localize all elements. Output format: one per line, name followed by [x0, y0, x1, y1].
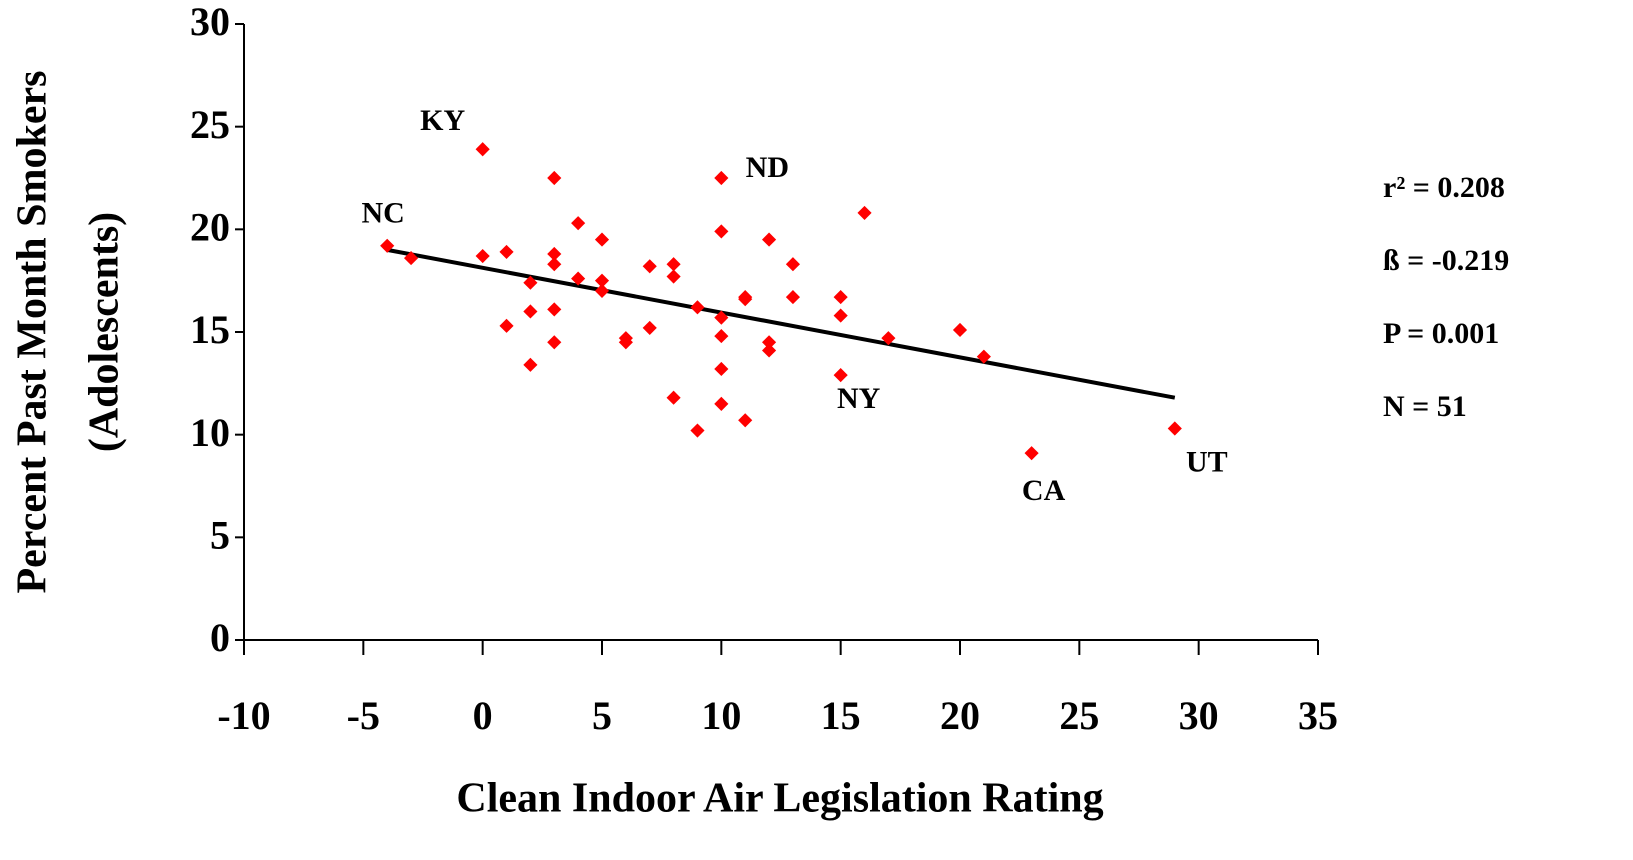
- point: [833, 308, 848, 323]
- point: [952, 322, 968, 338]
- y-tick-label: 0: [210, 615, 230, 660]
- point: [594, 273, 610, 288]
- point: [714, 310, 729, 325]
- x-tick-label: 20: [940, 693, 980, 738]
- point: [523, 357, 538, 372]
- point: [523, 304, 538, 319]
- point: [547, 302, 562, 317]
- point: [594, 283, 610, 299]
- point: [571, 271, 586, 286]
- point-label: UT: [1186, 445, 1228, 478]
- trend-line: [386, 247, 1176, 400]
- point: [642, 320, 657, 335]
- stat-label: r² = 0.208: [1383, 171, 1505, 204]
- y-tick-label: 25: [190, 102, 230, 147]
- point-label: NY: [837, 382, 881, 415]
- point: [547, 257, 562, 272]
- point: [523, 275, 538, 290]
- point: [1167, 421, 1182, 436]
- point: [666, 257, 681, 272]
- point: [690, 300, 705, 315]
- point: [857, 205, 872, 220]
- point: [499, 244, 514, 259]
- point-label: KY: [420, 104, 465, 137]
- point: [714, 224, 729, 239]
- point: [594, 232, 610, 247]
- x-tick-label: 5: [592, 693, 612, 738]
- y-tick-label: 20: [190, 205, 230, 250]
- x-axis-title: Clean Indoor Air Legislation Rating: [456, 776, 1103, 822]
- y-axis-title: Percent Past Month Smokers: [10, 71, 56, 594]
- stat-label: P = 0.001: [1383, 317, 1499, 350]
- x-tick-label: -10: [217, 693, 270, 738]
- point: [761, 335, 777, 350]
- y-tick-label: 10: [190, 410, 230, 455]
- y-tick-label: 5: [210, 513, 230, 558]
- point: [547, 170, 562, 186]
- x-tick-label: 30: [1179, 693, 1219, 738]
- x-tick-label: 35: [1298, 693, 1338, 738]
- point: [714, 361, 729, 377]
- x-tick-label: 15: [821, 693, 861, 738]
- point: [690, 423, 705, 438]
- y-tick-label: 15: [190, 307, 230, 352]
- x-tick-label: 0: [473, 693, 493, 738]
- point: [499, 318, 514, 333]
- x-tick-label: 10: [701, 693, 741, 738]
- point: [833, 290, 848, 305]
- x-tick-label: 25: [1059, 693, 1099, 738]
- point: [475, 248, 490, 264]
- point: [642, 259, 657, 274]
- point: [785, 257, 801, 272]
- point-label: ND: [746, 151, 789, 184]
- point: [403, 251, 419, 266]
- point-label: CA: [1022, 474, 1066, 507]
- point: [833, 368, 848, 383]
- point: [881, 331, 896, 346]
- point: [475, 142, 490, 157]
- y-tick-label: 30: [190, 0, 230, 44]
- stat-label: N = 51: [1383, 390, 1467, 423]
- x-tick-label: -5: [347, 693, 380, 738]
- y-axis-title: (Adolescents): [82, 212, 128, 452]
- point: [547, 335, 562, 350]
- point: [738, 413, 753, 428]
- point-label: NC: [362, 197, 405, 230]
- point: [714, 329, 729, 344]
- point: [738, 292, 753, 307]
- point: [1024, 446, 1039, 461]
- point: [714, 170, 729, 186]
- point: [618, 335, 633, 350]
- point: [666, 269, 681, 284]
- point: [380, 238, 395, 253]
- point: [785, 290, 801, 305]
- point: [714, 396, 729, 411]
- point: [666, 390, 681, 405]
- point: [571, 216, 586, 231]
- point: [547, 246, 562, 262]
- point: [761, 343, 777, 358]
- point: [976, 349, 991, 364]
- point: [761, 232, 777, 247]
- stat-label: ß = -0.219: [1383, 244, 1509, 277]
